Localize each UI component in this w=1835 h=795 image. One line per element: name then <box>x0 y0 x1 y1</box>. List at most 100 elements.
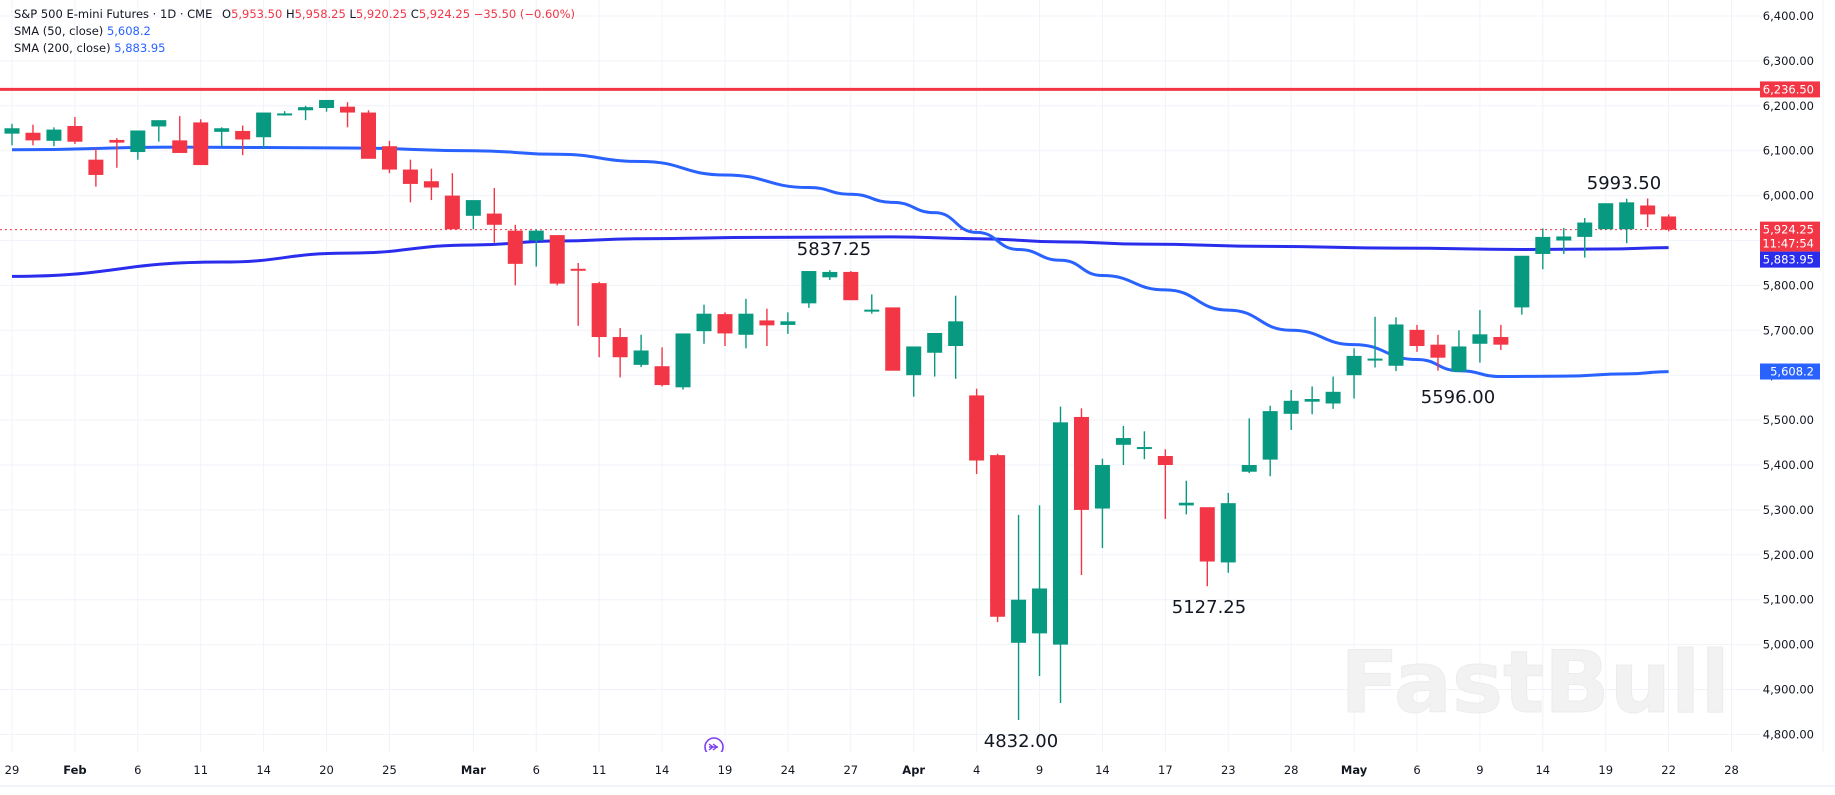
candle[interactable] <box>633 334 649 368</box>
candle[interactable] <box>1640 198 1656 228</box>
candle[interactable] <box>1011 514 1027 721</box>
candle[interactable] <box>864 294 880 314</box>
candle[interactable] <box>528 229 544 267</box>
candle[interactable] <box>130 130 146 160</box>
candle[interactable] <box>444 173 460 230</box>
sma200-line[interactable] <box>11 235 1669 278</box>
candle[interactable] <box>381 140 397 174</box>
candle[interactable] <box>801 271 817 308</box>
candle[interactable] <box>1073 408 1089 576</box>
candle[interactable] <box>4 123 20 146</box>
candle[interactable] <box>927 332 943 377</box>
candle[interactable] <box>1661 214 1677 232</box>
candle[interactable] <box>969 388 985 474</box>
price-annotation: 4832.00 <box>984 731 1058 752</box>
candle[interactable] <box>193 119 209 166</box>
candle[interactable] <box>1053 406 1068 703</box>
candle-body <box>340 106 356 113</box>
time-tick-label: 14 <box>1535 763 1550 777</box>
candle[interactable] <box>948 295 964 379</box>
candle[interactable] <box>172 116 188 153</box>
candle[interactable] <box>423 168 439 201</box>
time-axis[interactable] <box>0 752 1835 791</box>
candle[interactable] <box>612 328 628 378</box>
candle[interactable] <box>1094 458 1110 549</box>
candle[interactable] <box>1115 425 1131 465</box>
candle[interactable] <box>402 159 418 203</box>
candle[interactable] <box>1325 376 1341 409</box>
candle[interactable] <box>1220 492 1236 573</box>
sma200-row[interactable]: SMA (200, close) 5,883.95 <box>14 40 575 57</box>
candle[interactable] <box>1409 324 1425 352</box>
candle[interactable] <box>360 110 376 159</box>
candle[interactable] <box>67 117 83 144</box>
close-label: C <box>410 7 419 21</box>
candle[interactable] <box>465 200 481 230</box>
candle[interactable] <box>1472 310 1488 363</box>
low-value: 5,920.25 <box>355 7 408 21</box>
candle[interactable] <box>1535 228 1551 270</box>
candle[interactable] <box>549 235 565 286</box>
candle[interactable] <box>256 112 272 149</box>
candle[interactable] <box>1388 317 1404 372</box>
candle[interactable] <box>1451 330 1467 372</box>
candle[interactable] <box>738 298 754 349</box>
candle[interactable] <box>591 281 607 358</box>
candle[interactable] <box>1493 324 1509 351</box>
candle[interactable] <box>277 111 293 116</box>
candle[interactable] <box>1619 198 1635 244</box>
price-tick-label: 4,800.00 <box>1763 727 1814 741</box>
candle[interactable] <box>1598 203 1614 230</box>
candle[interactable] <box>486 187 502 243</box>
candle[interactable] <box>1178 480 1194 515</box>
candle[interactable] <box>235 125 251 156</box>
candle[interactable] <box>990 453 1006 623</box>
candle[interactable] <box>885 307 901 371</box>
candle-body <box>277 113 293 116</box>
candle[interactable] <box>507 224 523 286</box>
candle[interactable] <box>654 347 670 387</box>
price-axis[interactable] <box>1762 0 1835 791</box>
candle[interactable] <box>1514 255 1530 315</box>
candle[interactable] <box>696 304 712 344</box>
candle[interactable] <box>822 270 838 281</box>
candle[interactable] <box>1262 405 1278 477</box>
candle[interactable] <box>151 120 167 142</box>
candle[interactable] <box>570 262 586 326</box>
price-tick-label: 6,200.00 <box>1763 99 1814 113</box>
candle[interactable] <box>1577 218 1593 258</box>
candle[interactable] <box>1304 386 1320 415</box>
candle[interactable] <box>88 148 104 187</box>
event-arrow-icon[interactable] <box>704 737 724 757</box>
sma50-line[interactable] <box>11 145 1669 379</box>
time-tick-label: 11 <box>193 763 208 777</box>
candle[interactable] <box>717 312 733 347</box>
candle[interactable] <box>109 138 125 168</box>
candle[interactable] <box>1241 418 1257 474</box>
candle[interactable] <box>1430 334 1446 371</box>
candle[interactable] <box>25 124 41 146</box>
candle[interactable] <box>1283 390 1299 430</box>
candle[interactable] <box>298 105 314 121</box>
candle[interactable] <box>1157 449 1173 519</box>
candle-body <box>1136 447 1152 450</box>
candle[interactable] <box>1136 431 1152 460</box>
candle[interactable] <box>1199 507 1215 587</box>
candle[interactable] <box>340 102 356 128</box>
candle[interactable] <box>1367 316 1383 368</box>
candle[interactable] <box>675 333 691 390</box>
candle[interactable] <box>759 308 775 347</box>
candle[interactable] <box>46 127 62 147</box>
sma50-row[interactable]: SMA (50, close) 5,608.2 <box>14 23 575 40</box>
candle[interactable] <box>906 346 922 397</box>
candle[interactable] <box>780 312 796 334</box>
candle[interactable] <box>319 99 335 112</box>
candle-body <box>759 320 775 326</box>
candle[interactable] <box>1346 348 1362 399</box>
candle[interactable] <box>843 271 859 301</box>
candle[interactable] <box>1556 227 1572 254</box>
candle[interactable] <box>214 127 230 147</box>
candle[interactable] <box>1032 505 1048 677</box>
